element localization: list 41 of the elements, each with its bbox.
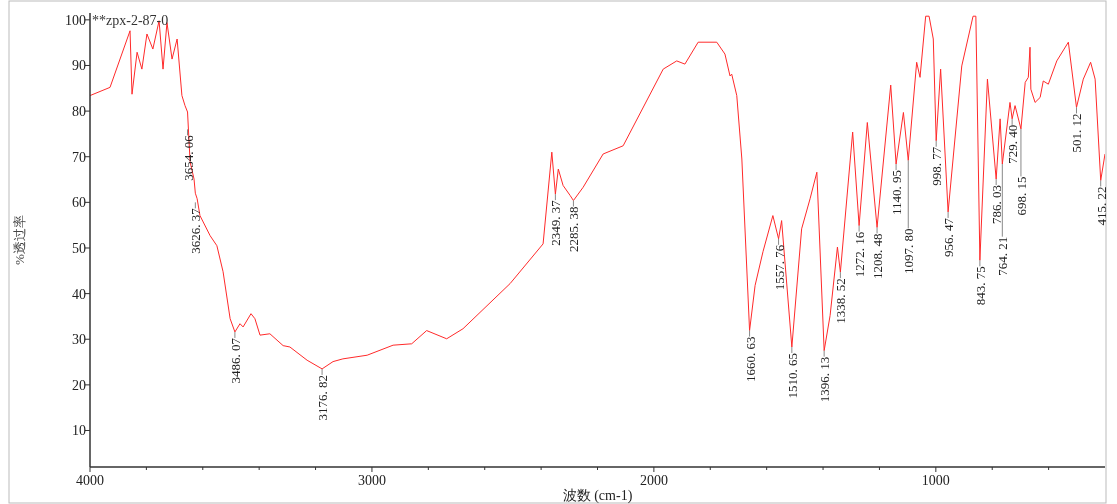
y-tick-label: 10 xyxy=(72,423,86,439)
y-axis-title: %透过率 xyxy=(12,215,27,265)
annotation: 501. 12 xyxy=(1069,113,1085,153)
annotation: 2349. 37 xyxy=(548,199,564,246)
y-tick-label: 60 xyxy=(72,195,86,211)
annotation: 1208. 48 xyxy=(870,233,886,279)
annotation: 3176. 82 xyxy=(315,374,331,421)
chart-title: **zpx-2-87-0 xyxy=(92,13,169,28)
annotation: 415. 22 xyxy=(1093,186,1109,226)
annotation: 3654. 06 xyxy=(180,134,196,181)
y-tick-label: 90 xyxy=(72,58,86,74)
x-tick-label: 1000 xyxy=(921,473,950,488)
y-tick-label: 40 xyxy=(72,286,86,302)
y-tick-label: 50 xyxy=(72,240,86,256)
annotation: 729. 40 xyxy=(1005,124,1021,164)
annotation: 3626. 37 xyxy=(188,207,204,254)
annotation: 2285. 38 xyxy=(566,206,582,253)
annotation: 1557. 76 xyxy=(771,244,787,291)
y-tick-label: 100 xyxy=(65,12,86,28)
x-tick-label: 4000 xyxy=(76,473,104,488)
y-tick-label: 70 xyxy=(72,149,86,165)
annotation: 3486. 07 xyxy=(227,337,243,384)
annotation: 1510. 65 xyxy=(784,353,800,399)
annotation: 1097. 80 xyxy=(901,228,917,274)
x-axis-title: 波数 (cm-1) xyxy=(562,488,633,504)
annotation: 764. 21 xyxy=(995,236,1011,276)
annotation: 956. 47 xyxy=(941,217,957,257)
annotation: 786. 03 xyxy=(989,185,1005,225)
annotation: 1396. 13 xyxy=(817,356,833,403)
x-tick-label: 2000 xyxy=(639,473,668,488)
annotation: 1338. 52 xyxy=(833,278,849,324)
y-tick-label: 20 xyxy=(72,377,86,393)
x-tick-label: 3000 xyxy=(357,473,386,488)
annotation: 843. 75 xyxy=(972,266,988,306)
annotation: 1272. 16 xyxy=(852,231,868,278)
y-tick-label: 80 xyxy=(72,104,86,120)
annotation: 1140. 95 xyxy=(889,170,905,216)
annotation: 698. 15 xyxy=(1013,176,1029,216)
y-tick-label: 30 xyxy=(72,332,86,348)
annotation: 998. 77 xyxy=(929,146,945,186)
annotation: 1660. 63 xyxy=(742,336,758,383)
